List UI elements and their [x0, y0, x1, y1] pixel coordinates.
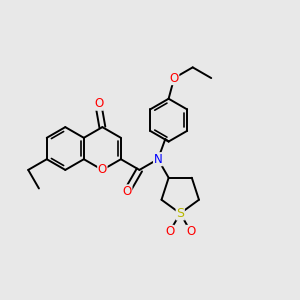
Text: O: O [94, 97, 103, 110]
Text: O: O [165, 225, 174, 239]
Text: O: O [98, 164, 107, 176]
Text: O: O [186, 225, 196, 239]
Text: O: O [123, 185, 132, 198]
Text: O: O [169, 72, 179, 85]
Text: N: N [154, 153, 162, 166]
Text: S: S [176, 207, 184, 220]
